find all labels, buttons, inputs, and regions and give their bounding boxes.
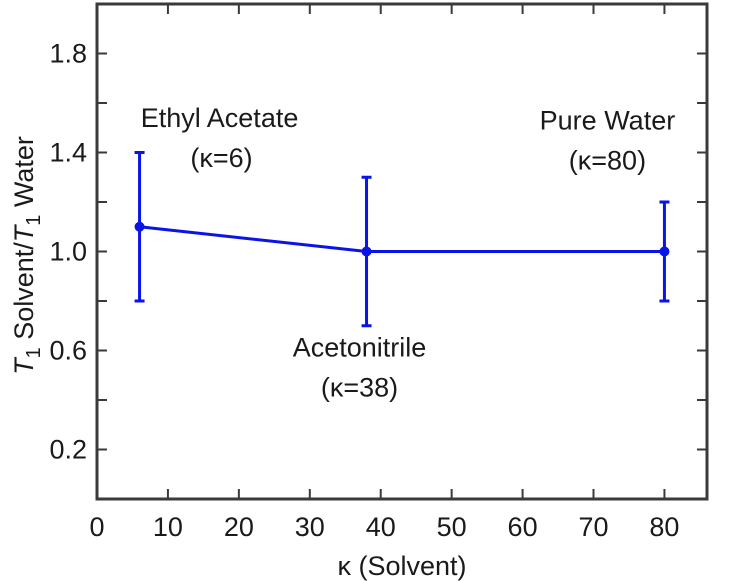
y-tick-label: 1.0 (49, 237, 87, 267)
plot-area: 0.2 0.6 1.0 1.4 1.8 0 10 20 30 40 50 60 70 80 κ (Solve… (9, 2, 709, 581)
x-tick-label: 0 (89, 512, 104, 542)
y-tick-label: 1.8 (49, 39, 87, 69)
y-axis-label: T1 Solvent/T1 Water (9, 136, 45, 375)
x-tick-label: 50 (437, 512, 467, 542)
data-point (659, 246, 670, 257)
x-tick-label: 40 (366, 512, 396, 542)
x-tick-label: 10 (153, 512, 183, 542)
series-line (139, 225, 665, 253)
y-axis-label-part: 1 (23, 347, 45, 358)
y-axis-label-part: T (9, 223, 39, 242)
annotation-label: Pure Water (540, 106, 676, 136)
annotation-label: Ethyl Acetate (141, 103, 299, 133)
x-tick-label: 30 (295, 512, 325, 542)
annotation-label: (κ=6) (190, 143, 252, 173)
annotation-label: Acetonitrile (293, 333, 427, 363)
y-tick-label: 1.4 (49, 138, 87, 168)
data-point (361, 246, 372, 257)
y-axis-label-part: Water (9, 136, 39, 215)
y-tick-label: 0.2 (49, 435, 87, 465)
y-axis-label-part: Solvent/ (9, 242, 39, 348)
y-axis-label-part: T (9, 356, 39, 375)
y-tick-label: 0.6 (49, 336, 87, 366)
annotation-label: (κ=80) (569, 146, 646, 176)
x-tick-label: 20 (224, 512, 254, 542)
x-tick-label: 70 (578, 512, 608, 542)
y-axis-label-part: 1 (23, 215, 45, 226)
x-tick-label: 60 (508, 512, 538, 542)
annotation-label: (κ=38) (321, 373, 398, 403)
data-point (134, 221, 145, 232)
x-axis-label: κ (Solvent) (337, 551, 466, 581)
x-tick-label: 80 (649, 512, 679, 542)
